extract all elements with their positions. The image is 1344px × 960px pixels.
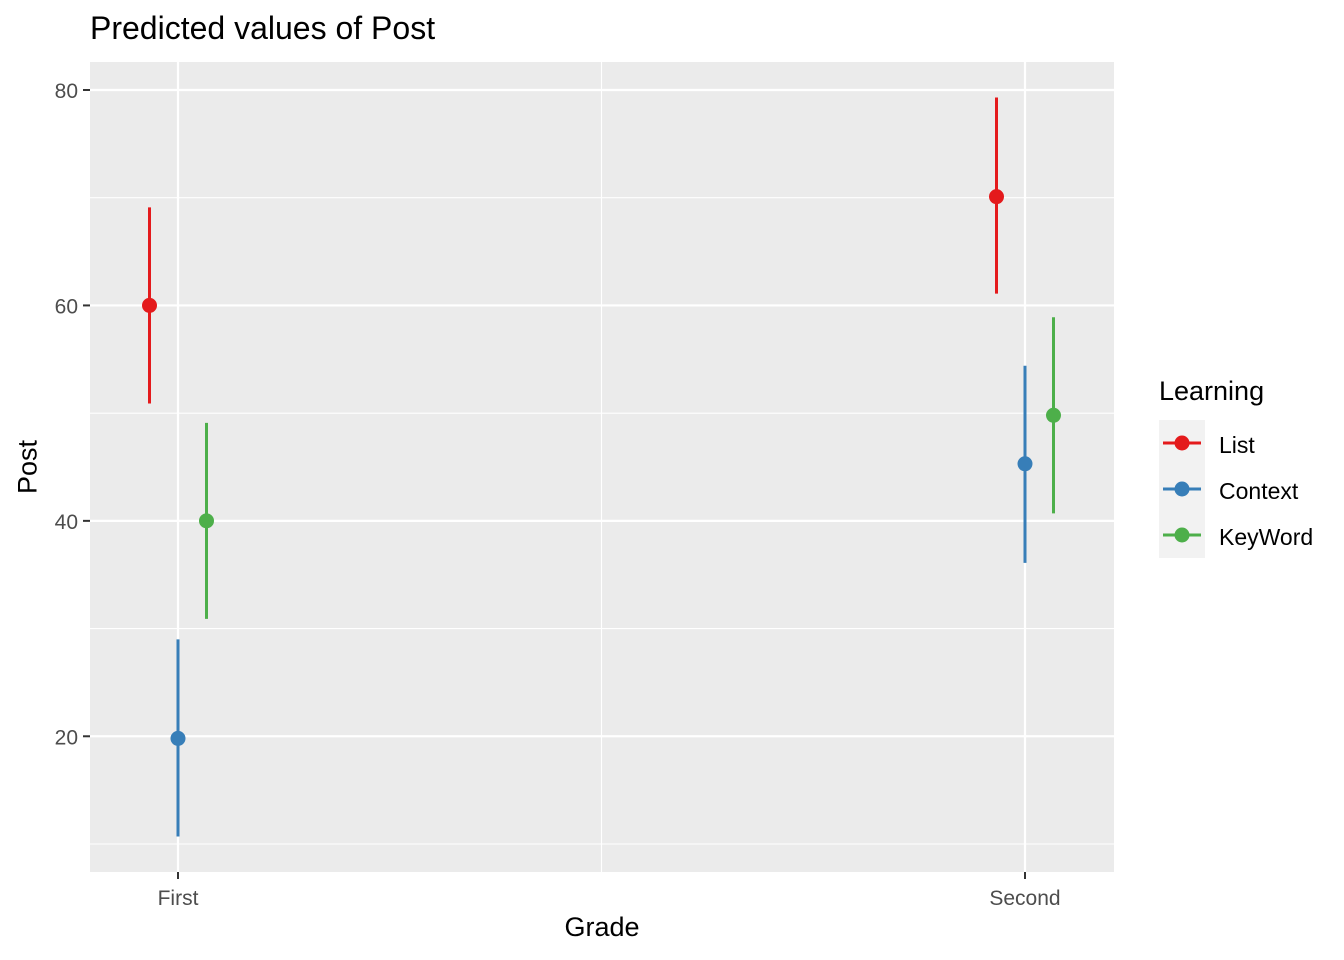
y-tick-label: 40	[55, 511, 78, 534]
y-axis-label: Post	[12, 439, 43, 495]
legend-point-context	[1174, 481, 1190, 497]
y-tick-label: 60	[55, 295, 78, 318]
legend-title: Learning	[1159, 376, 1265, 406]
minor-gridlines	[90, 62, 1114, 872]
x-tick-label: First	[158, 887, 199, 910]
y-tick-label: 80	[55, 80, 78, 103]
legend-label-context: Context	[1219, 478, 1299, 504]
legend-point-keyword	[1174, 527, 1190, 543]
x-tick-label: Second	[989, 887, 1060, 910]
point-list	[989, 189, 1004, 205]
point-keyword	[199, 513, 214, 529]
chart-title: Predicted values of Post	[90, 10, 436, 46]
point-keyword	[1046, 407, 1061, 423]
axes: 20 40 60 80 First Second	[55, 80, 1061, 910]
point-context	[1017, 456, 1033, 472]
legend-point-list	[1174, 435, 1190, 451]
x-axis-label: Grade	[564, 912, 640, 942]
legend-label-list: List	[1219, 432, 1255, 458]
y-tick-label: 20	[55, 726, 78, 749]
legend-keys	[1159, 420, 1205, 558]
point-context	[170, 730, 186, 746]
data-marks	[142, 97, 1061, 837]
point-list	[142, 297, 157, 313]
legend-label-keyword: KeyWord	[1219, 524, 1314, 550]
